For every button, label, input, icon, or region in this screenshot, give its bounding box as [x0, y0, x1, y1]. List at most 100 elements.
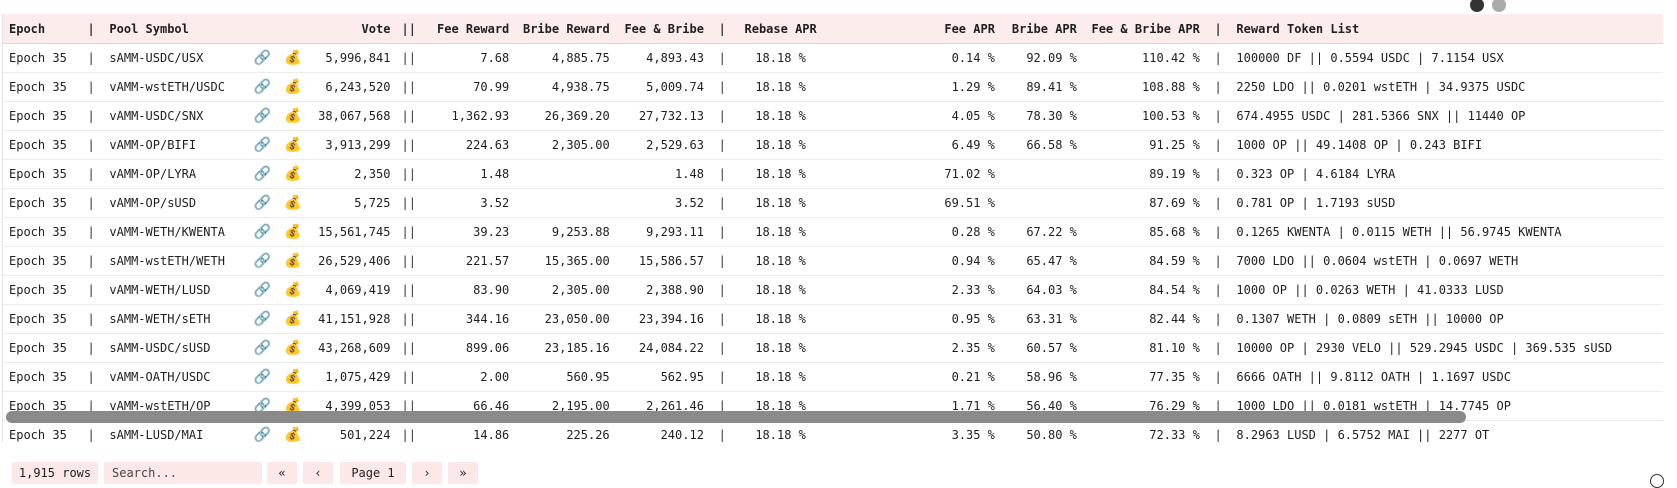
table-row[interactable]: Epoch 35 | sAMM-WETH/sETH 🔗 💰 41,151,928 || 344… [3, 304, 1663, 334]
money-bag-icon[interactable]: 💰 [277, 101, 309, 131]
rebase-apr-cell: 18.18 % [734, 304, 827, 334]
money-bag-icon[interactable]: 💰 [277, 275, 309, 305]
table-row[interactable]: Epoch 35 | vAMM-OATH/USDC 🔗 💰 1,075,429 || 2.00… [3, 362, 1663, 392]
vote-cell: 501,224 [308, 420, 397, 442]
link-icon[interactable]: 🔗 [246, 159, 278, 189]
header-row: Epoch | Pool Symbol Vote || Fee Reward Bribe R… [3, 14, 1663, 44]
fee-apr-cell: 1.29 % [826, 72, 1001, 102]
column-header-fee-bribe[interactable]: Fee & Bribe [615, 14, 710, 44]
link-icon[interactable]: 🔗 [246, 101, 278, 131]
separator: || [396, 130, 421, 160]
separator: | [78, 72, 104, 102]
table-row[interactable]: Epoch 35 | vAMM-WETH/KWENTA 🔗 💰 15,561,745 || 3… [3, 217, 1663, 247]
bribe-apr-cell: 60.57 % [1000, 333, 1083, 363]
table-row[interactable]: Epoch 35 | sAMM-LUSD/MAI 🔗 💰 501,224 || 14.86 22… [3, 420, 1663, 442]
table-row[interactable]: Epoch 35 | vAMM-USDC/SNX 🔗 💰 38,067,568 || 1,36… [3, 101, 1663, 131]
fee-bribe-apr-cell: 77.35 % [1082, 362, 1206, 392]
table-row[interactable]: Epoch 35 | vAMM-WETH/LUSD 🔗 💰 4,069,419 || 83.9… [3, 275, 1663, 305]
separator: | [709, 420, 735, 442]
separator: || [396, 304, 421, 334]
money-bag-icon[interactable]: 💰 [277, 159, 309, 189]
money-bag-icon[interactable]: 💰 [277, 43, 309, 73]
fee-apr-cell: 0.21 % [826, 362, 1001, 392]
bribe-reward-cell: 225.26 [515, 420, 616, 442]
epoch-cell: Epoch 35 [3, 72, 79, 102]
column-header-epoch[interactable]: Epoch [3, 14, 79, 44]
column-header-reward-token-list[interactable]: Reward Token List [1230, 14, 1663, 44]
pool-symbol-cell: sAMM-wstETH/WETH [103, 246, 247, 276]
link-icon[interactable]: 🔗 [246, 362, 278, 392]
separator: | [1205, 188, 1231, 218]
prev-page-button[interactable]: ‹ [303, 462, 333, 484]
separator: | [78, 304, 104, 334]
search-input[interactable]: Search... [104, 462, 262, 484]
reward-token-list-cell: 0.781 OP | 1.7193 sUSD [1230, 188, 1663, 218]
link-icon[interactable]: 🔗 [246, 43, 278, 73]
money-bag-icon[interactable]: 💰 [277, 72, 309, 102]
table-row[interactable]: Epoch 35 | vAMM-OP/LYRA 🔗 💰 2,350 || 1.48 1.48 | 1… [3, 159, 1663, 189]
table-row[interactable]: Epoch 35 | sAMM-wstETH/WETH 🔗 💰 26,529,406 || 2… [3, 246, 1663, 276]
fee-apr-cell: 69.51 % [826, 188, 1001, 218]
link-icon[interactable]: 🔗 [246, 333, 278, 363]
pool-symbol-cell: sAMM-LUSD/MAI [103, 420, 247, 442]
money-bag-icon[interactable]: 💰 [277, 333, 309, 363]
link-icon[interactable]: 🔗 [246, 420, 278, 442]
bribe-apr-cell: 65.47 % [1000, 246, 1083, 276]
bribe-apr-cell [1000, 159, 1083, 189]
money-bag-icon[interactable]: 💰 [277, 362, 309, 392]
link-icon[interactable]: 🔗 [246, 275, 278, 305]
separator: | [78, 43, 104, 73]
separator: | [78, 159, 104, 189]
pool-symbol-cell: vAMM-OATH/USDC [103, 362, 247, 392]
column-header-rebase-apr[interactable]: Rebase APR [734, 14, 827, 44]
fee-bribe-cell: 2,529.63 [615, 130, 710, 160]
horizontal-scrollbar[interactable] [6, 411, 1466, 423]
link-icon[interactable]: 🔗 [246, 72, 278, 102]
vote-cell: 26,529,406 [308, 246, 397, 276]
link-icon[interactable]: 🔗 [246, 188, 278, 218]
link-icon[interactable]: 🔗 [246, 130, 278, 160]
last-page-button[interactable]: » [448, 462, 478, 484]
epoch-cell: Epoch 35 [3, 217, 79, 247]
column-header-fee-reward[interactable]: Fee Reward [421, 14, 516, 44]
table-row[interactable]: Epoch 35 | sAMM-USDC/USX 🔗 💰 5,996,841 || 7.68 4… [3, 43, 1663, 73]
column-header-fee-apr[interactable]: Fee APR [826, 14, 1001, 44]
rebase-apr-cell: 18.18 % [734, 72, 827, 102]
vote-cell: 5,996,841 [308, 43, 397, 73]
money-bag-icon[interactable]: 💰 [277, 420, 309, 442]
money-bag-icon[interactable]: 💰 [277, 304, 309, 334]
column-header-fee-bribe-apr[interactable]: Fee & Bribe APR [1082, 14, 1206, 44]
bribe-reward-cell: 23,185.16 [515, 333, 616, 363]
pool-symbol-cell: vAMM-wstETH/USDC [103, 72, 247, 102]
column-header-vote[interactable]: Vote [308, 14, 397, 44]
fee-reward-cell: 7.68 [421, 43, 516, 73]
fee-bribe-apr-cell: 81.10 % [1082, 333, 1206, 363]
rebase-apr-cell: 18.18 % [734, 333, 827, 363]
table-row[interactable]: Epoch 35 | sAMM-USDC/sUSD 🔗 💰 43,268,609 || 899… [3, 333, 1663, 363]
reward-token-list-cell: 10000 OP | 2930 VELO || 529.2945 USDC | … [1230, 333, 1663, 363]
link-icon[interactable]: 🔗 [246, 217, 278, 247]
vote-cell: 6,243,520 [308, 72, 397, 102]
money-bag-icon[interactable]: 💰 [277, 188, 309, 218]
fee-reward-cell: 1.48 [421, 159, 516, 189]
table-row[interactable]: Epoch 35 | vAMM-OP/BIFI 🔗 💰 3,913,299 || 224.63… [3, 130, 1663, 160]
money-bag-icon[interactable]: 💰 [277, 130, 309, 160]
first-page-button[interactable]: « [267, 462, 297, 484]
separator: || [396, 420, 421, 442]
link-icon[interactable]: 🔗 [246, 304, 278, 334]
money-bag-icon[interactable]: 💰 [277, 217, 309, 247]
epoch-cell: Epoch 35 [3, 275, 79, 305]
circle-icon [1470, 0, 1484, 12]
table-row[interactable]: Epoch 35 | vAMM-OP/sUSD 🔗 💰 5,725 || 3.52 3.52 | 1… [3, 188, 1663, 218]
bribe-reward-cell: 23,050.00 [515, 304, 616, 334]
money-bag-icon[interactable]: 💰 [277, 246, 309, 276]
column-header-bribe-apr[interactable]: Bribe APR [1000, 14, 1083, 44]
column-header-bribe-reward[interactable]: Bribe Reward [515, 14, 616, 44]
top-strip [0, 0, 1677, 14]
separator: | [709, 159, 735, 189]
column-header-pool-symbol[interactable]: Pool Symbol [103, 14, 247, 44]
link-icon[interactable]: 🔗 [246, 246, 278, 276]
separator: | [709, 130, 735, 160]
next-page-button[interactable]: › [412, 462, 442, 484]
table-row[interactable]: Epoch 35 | vAMM-wstETH/USDC 🔗 💰 6,243,520 || 70… [3, 72, 1663, 102]
